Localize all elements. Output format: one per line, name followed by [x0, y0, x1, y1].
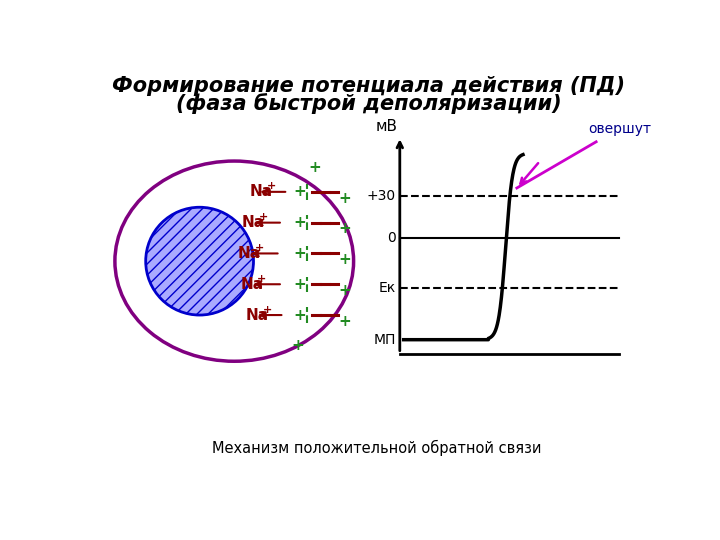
- Text: +: +: [293, 276, 306, 292]
- Text: +: +: [263, 305, 272, 315]
- Text: (фаза быстрой деполяризации): (фаза быстрой деполяризации): [176, 93, 562, 114]
- Text: Механизм положительной обратной связи: Механизм положительной обратной связи: [212, 440, 541, 456]
- Ellipse shape: [115, 161, 354, 361]
- Text: +: +: [292, 339, 305, 353]
- Circle shape: [145, 207, 253, 315]
- Text: Формирование потенциала действия (ПД): Формирование потенциала действия (ПД): [112, 76, 626, 96]
- Text: +: +: [293, 246, 306, 261]
- Text: +: +: [257, 274, 266, 284]
- Text: +: +: [338, 191, 351, 206]
- Text: Na: Na: [240, 276, 264, 292]
- Text: 0: 0: [387, 231, 396, 245]
- Text: +: +: [255, 243, 264, 253]
- Text: +: +: [309, 160, 321, 175]
- Text: +: +: [338, 221, 351, 237]
- Text: +: +: [293, 184, 306, 199]
- Text: +: +: [293, 308, 306, 322]
- Text: +: +: [338, 252, 351, 267]
- Text: Na: Na: [246, 308, 269, 322]
- Text: +: +: [293, 215, 306, 230]
- Text: Na: Na: [242, 215, 265, 230]
- Text: +: +: [259, 212, 268, 222]
- Text: овершут: овершут: [588, 122, 652, 136]
- Text: +: +: [338, 283, 351, 298]
- Text: +: +: [266, 181, 276, 192]
- Text: +: +: [338, 314, 351, 329]
- Text: +30: +30: [366, 188, 396, 202]
- Text: Na: Na: [250, 184, 273, 199]
- Text: МП: МП: [374, 333, 396, 347]
- Text: Ек: Ек: [379, 281, 396, 295]
- Text: мВ: мВ: [376, 119, 397, 134]
- Text: Na: Na: [238, 246, 261, 261]
